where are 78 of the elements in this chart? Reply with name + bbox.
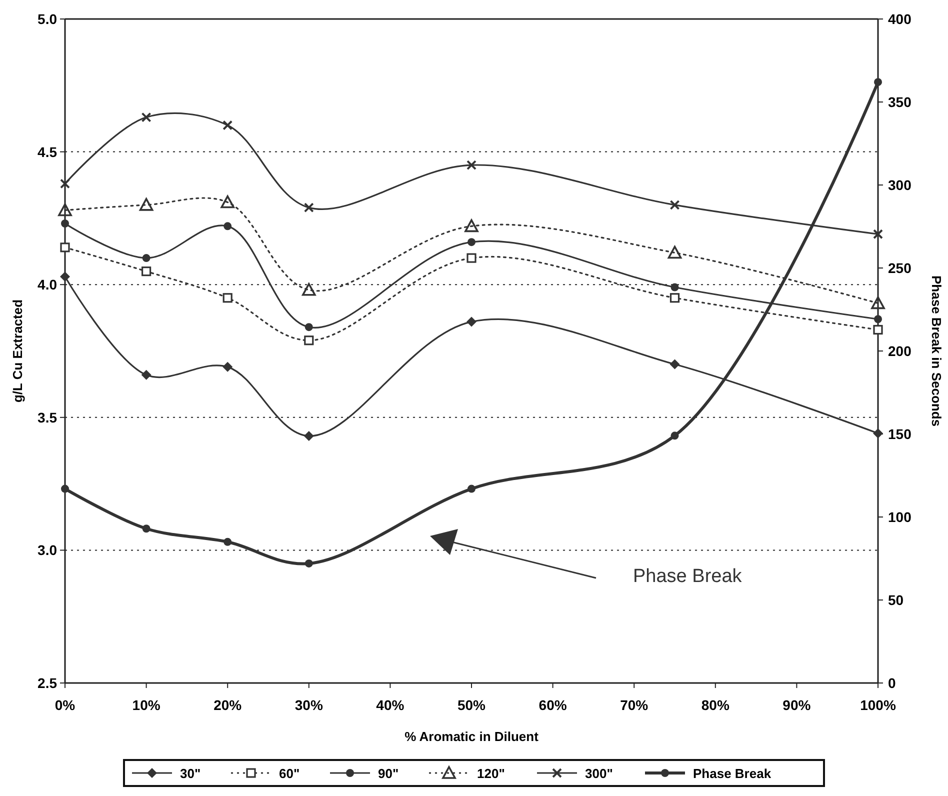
y2-tick-label: 300 <box>888 177 912 193</box>
x-tick-label: 10% <box>132 697 161 713</box>
y-tick-label: 3.0 <box>38 542 58 558</box>
point <box>141 112 152 122</box>
point <box>874 315 882 324</box>
y2-axis-title: Phase Break in Seconds <box>929 275 944 427</box>
point <box>302 283 316 296</box>
y-tick-label: 5.0 <box>38 11 58 27</box>
legend-label: 60" <box>279 766 300 781</box>
x-tick-label: 90% <box>782 697 812 713</box>
y2-tick-label: 350 <box>888 94 912 110</box>
point <box>668 246 682 259</box>
y2-tick-label: 50 <box>888 592 904 608</box>
point <box>670 283 679 292</box>
point <box>304 430 314 441</box>
point <box>222 362 233 372</box>
point <box>141 370 152 380</box>
legend-label: 90" <box>378 766 399 781</box>
y-axis-title: g/L Cu Extracted <box>10 299 25 403</box>
annotation: Phase Break <box>633 566 742 587</box>
point <box>670 293 680 303</box>
y2-tick-label: 150 <box>888 426 912 442</box>
x-tick-label: 20% <box>214 697 242 713</box>
x-axis-title: % Aromatic in Diluent <box>404 729 540 744</box>
point <box>670 359 680 370</box>
y2-tick-label: 250 <box>888 260 912 276</box>
point <box>142 254 150 262</box>
point <box>871 296 885 310</box>
point <box>670 432 679 440</box>
x-tick-label: 40% <box>376 697 405 713</box>
point <box>60 178 70 189</box>
point <box>466 253 476 263</box>
y2-tick-label: 100 <box>888 509 912 525</box>
point <box>142 524 150 533</box>
x-tick-label: 70% <box>620 697 649 713</box>
x-tick-label: 0% <box>54 697 76 713</box>
y2-tick-label: 200 <box>888 343 912 359</box>
point <box>222 120 233 130</box>
point <box>224 538 232 546</box>
point <box>873 428 883 438</box>
point <box>222 293 232 303</box>
point <box>60 242 70 252</box>
point <box>304 336 314 346</box>
y2-tick-label: 0 <box>888 675 896 691</box>
point <box>874 78 882 86</box>
x-tick-label: 60% <box>538 697 568 713</box>
x-tick-label: 50% <box>457 697 486 713</box>
point <box>224 222 232 230</box>
legend-label: 300" <box>585 766 613 781</box>
point <box>139 198 154 211</box>
point <box>61 484 69 493</box>
legend-label: 30" <box>180 766 201 781</box>
point <box>60 272 70 282</box>
point <box>468 238 476 246</box>
point <box>304 323 313 332</box>
point <box>873 229 883 240</box>
point <box>61 220 69 228</box>
point <box>873 324 883 335</box>
point <box>58 203 72 216</box>
x-tick-label: 80% <box>701 697 730 713</box>
y-tick-label: 2.5 <box>38 675 58 691</box>
y-tick-label: 4.0 <box>38 276 58 293</box>
point <box>464 219 478 232</box>
point <box>466 316 476 327</box>
legend-label: Phase Break <box>693 766 772 781</box>
x-tick-label: 100% <box>860 697 896 713</box>
point <box>304 559 313 568</box>
y-tick-label: 3.5 <box>38 409 58 426</box>
x-tick-label: 30% <box>294 697 324 713</box>
point <box>466 160 476 170</box>
point <box>304 202 314 213</box>
point <box>220 195 234 208</box>
y2-tick-label: 400 <box>888 11 912 27</box>
point <box>468 484 476 493</box>
y-tick-label: 4.5 <box>38 144 58 160</box>
point <box>142 266 152 276</box>
point <box>670 200 680 210</box>
legend-label: 120" <box>477 766 505 781</box>
